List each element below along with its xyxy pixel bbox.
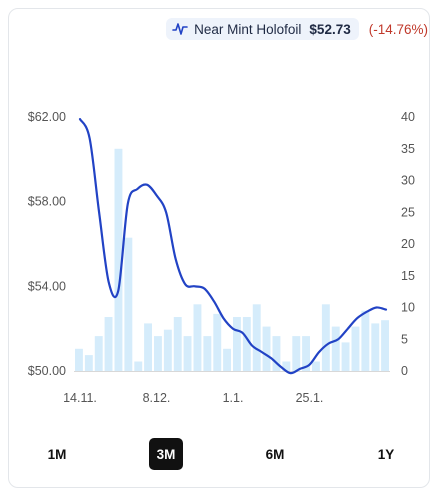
- volume-bar: [104, 317, 113, 371]
- volume-bar: [381, 320, 389, 371]
- volume-bar: [233, 317, 241, 371]
- x-tick-label: 8.12.: [143, 391, 171, 405]
- volume-bar: [312, 361, 320, 371]
- volume-bar: [154, 336, 162, 371]
- y-left-tick-label: $58.00: [28, 195, 66, 209]
- y-right-tick-label: 20: [401, 237, 415, 251]
- y-right-tick-label: 25: [401, 205, 415, 219]
- volume-bar: [282, 361, 291, 371]
- chart-legend: Near Mint Holofoil $52.73 (-14.76%): [166, 18, 428, 40]
- x-axis: 14.11. 8.12. 1.1. 25.1.: [63, 391, 323, 405]
- y-right-tick-label: 0: [401, 364, 408, 378]
- volume-bar: [144, 323, 152, 371]
- volume-bar: [203, 336, 212, 371]
- line-chart-icon: [172, 23, 188, 35]
- volume-bar: [252, 304, 261, 371]
- y-left-tick-label: $62.00: [28, 110, 66, 124]
- legend-price-change: (-14.76%): [368, 21, 428, 37]
- range-button-1y[interactable]: 1Y: [377, 446, 395, 462]
- range-button-1m[interactable]: 1M: [47, 446, 67, 462]
- x-tick-label: 14.11.: [63, 391, 97, 405]
- legend-series-chip[interactable]: Near Mint Holofoil $52.73: [166, 18, 359, 40]
- volume-bar: [292, 336, 301, 371]
- volume-bar: [242, 317, 251, 371]
- volume-bar: [134, 361, 143, 371]
- volume-bar: [163, 329, 172, 371]
- volume-bar: [272, 336, 281, 371]
- y-left-tick-label: $50.00: [28, 364, 66, 378]
- volume-bar: [193, 304, 202, 371]
- y-right-tick-label: 40: [401, 110, 415, 124]
- price-line: [78, 118, 388, 375]
- price-history-card: [8, 8, 430, 488]
- y-axis-right: 0 5 10 15 20 25 30 35 40: [401, 110, 415, 378]
- volume-bar: [262, 326, 271, 371]
- volume-bar: [371, 323, 380, 371]
- legend-series-name: Near Mint Holofoil: [194, 21, 302, 37]
- x-tick-label: 25.1.: [296, 391, 324, 405]
- volume-bar: [84, 355, 93, 371]
- volume-bar: [173, 317, 182, 371]
- y-axis-left: $50.00 $54.00 $58.00 $62.00: [28, 110, 66, 378]
- volume-bar: [321, 304, 330, 371]
- volume-bar: [124, 237, 133, 371]
- volume-bar: [75, 348, 83, 371]
- y-left-tick-label: $54.00: [28, 279, 66, 293]
- y-right-tick-label: 30: [401, 174, 415, 188]
- volume-bar: [223, 348, 231, 371]
- y-right-tick-label: 5: [401, 332, 408, 346]
- y-right-tick-label: 15: [401, 269, 415, 283]
- volume-bar: [351, 326, 360, 371]
- price-chart[interactable]: $50.00 $54.00 $58.00 $62.00 0 5 10 15 20 25 30 35 4…: [0, 0, 440, 420]
- time-range-selector: 1M 3M 6M 1Y: [0, 438, 440, 472]
- volume-bars: [75, 148, 389, 372]
- y-right-tick-label: 35: [401, 142, 415, 156]
- volume-bar: [331, 326, 340, 371]
- volume-bar: [302, 336, 310, 371]
- volume-bar: [341, 342, 350, 371]
- volume-bar: [183, 336, 192, 371]
- legend-current-price: $52.73: [309, 21, 351, 37]
- volume-bar: [114, 148, 123, 372]
- volume-bar: [361, 310, 370, 371]
- x-tick-label: 1.1.: [223, 391, 244, 405]
- range-button-6m[interactable]: 6M: [265, 446, 285, 462]
- range-button-3m[interactable]: 3M: [149, 438, 183, 470]
- y-right-tick-label: 10: [401, 301, 415, 315]
- volume-bar: [94, 336, 103, 371]
- volume-bar: [213, 313, 222, 371]
